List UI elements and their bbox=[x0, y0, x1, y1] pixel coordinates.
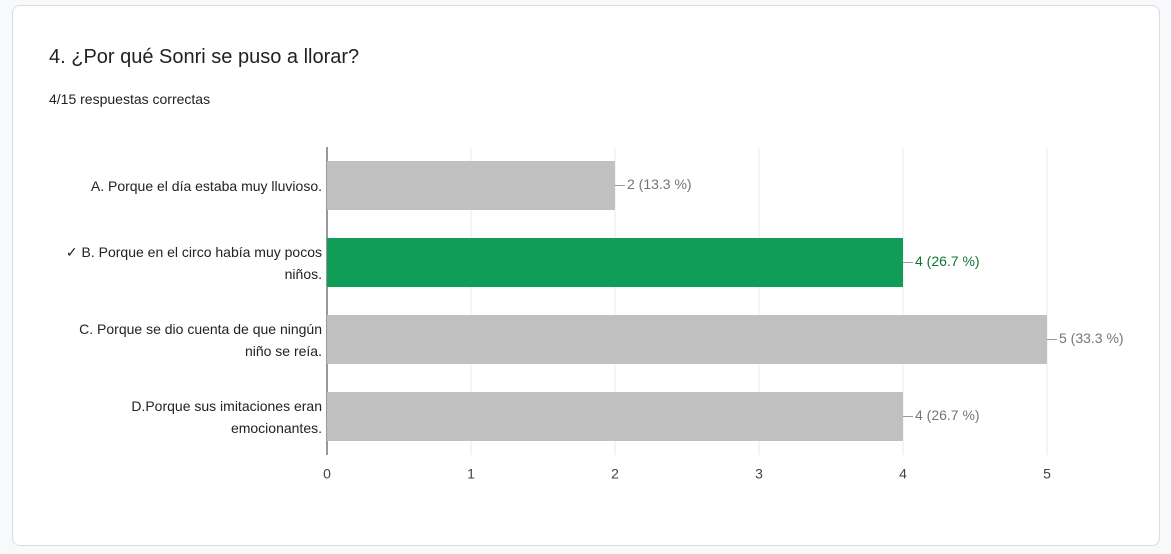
bar bbox=[327, 392, 903, 441]
x-tick-label: 4 bbox=[899, 466, 907, 482]
y-tick-label: A. Porque el día estaba muy lluvioso. bbox=[90, 177, 322, 194]
chart-subtitle: 4/15 respuestas correctas bbox=[49, 91, 211, 107]
value-label: 5 (33.3 %) bbox=[1059, 330, 1124, 346]
x-tick-label: 5 bbox=[1043, 466, 1051, 482]
x-tick-label: 0 bbox=[323, 466, 331, 482]
bar bbox=[327, 161, 615, 210]
x-tick-label: 2 bbox=[611, 466, 619, 482]
value-label: 4 (26.7 %) bbox=[915, 407, 980, 423]
bar bbox=[327, 238, 903, 287]
y-tick-label: D.Porque sus imitaciones eran emocionant… bbox=[131, 397, 322, 436]
x-tick-label: 3 bbox=[755, 466, 763, 482]
y-tick-label: C. Porque se dio cuenta de que ningún ni… bbox=[79, 320, 322, 359]
bar bbox=[327, 315, 1047, 364]
value-label: 2 (13.3 %) bbox=[627, 176, 692, 192]
x-tick-label: 1 bbox=[467, 466, 475, 482]
value-label: 4 (26.7 %) bbox=[915, 253, 980, 269]
chart-title: 4. ¿Por qué Sonri se puso a llorar? bbox=[49, 46, 360, 68]
y-tick-label: ✓ B. Porque en el circo había muy pocos … bbox=[65, 243, 322, 282]
